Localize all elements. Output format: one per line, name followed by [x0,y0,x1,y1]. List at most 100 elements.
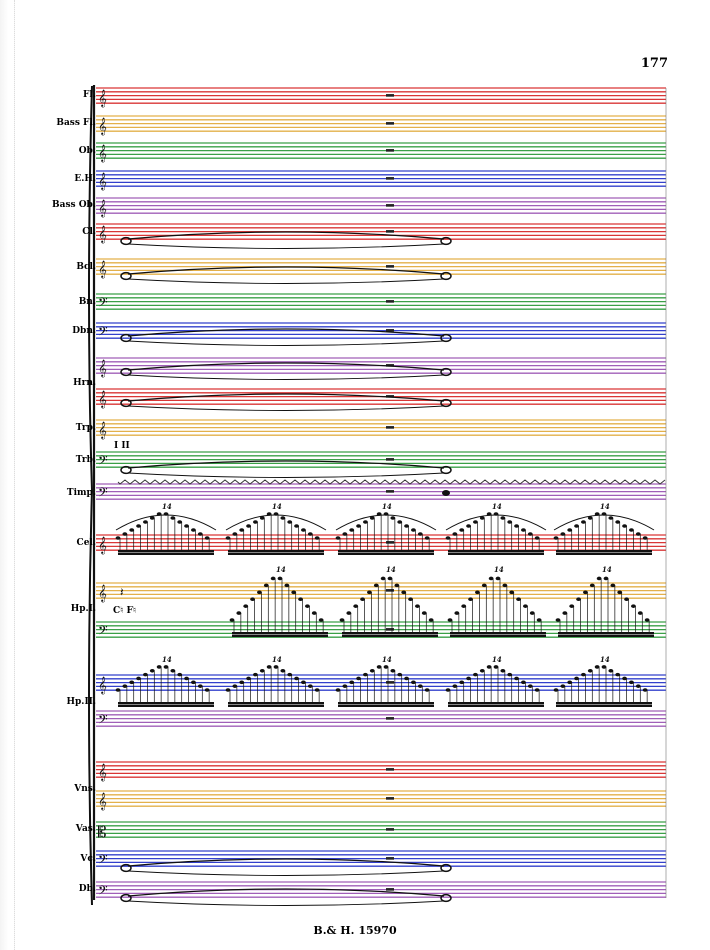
clef-double-bassoon: 𝄢 [98,324,108,342]
harp-1-arpeggio [229,618,235,622]
clef-harp-2-lower: 𝄢 [98,712,108,730]
harp-2-arpeggio [335,688,341,692]
arpeggio-slur [445,514,547,531]
tie-slur [127,231,445,240]
clef-cellos: 𝄢 [98,852,108,870]
tuplet-number: 14 [162,502,172,511]
held-note-end [440,398,452,408]
tie-slur [127,328,445,337]
tuplet-number: 14 [272,655,282,664]
celesta-arpeggio [115,536,121,540]
held-note-end [440,236,452,246]
harp-1-arpeggio [447,618,453,622]
label-timpani: Timp. [66,488,96,498]
tie-slur [127,460,445,469]
clef-bass-clarinet: 𝄞 [98,260,107,278]
held-note-start [120,398,132,408]
held-note-end [440,271,452,281]
held-note-start [120,367,132,377]
held-note-start [120,863,132,873]
held-note-end [440,465,452,475]
tie-slur [127,393,445,402]
held-note-end [440,863,452,873]
quarter-rest: 𝄽 [120,585,124,599]
timpani-trill [117,479,666,485]
held-note-start [120,465,132,475]
clef-violas: 𝄡 [98,823,106,841]
celesta-arpeggio [225,536,231,540]
held-note-start [120,893,132,903]
held-note-start [120,271,132,281]
clef-oboe: 𝄞 [98,144,107,162]
label-bass-oboe: Bass Ob. [52,200,96,210]
label-bass-flute: Bass Fl. [56,118,96,128]
clef-celesta: 𝄞 [98,536,107,554]
arpeggio-slur [225,514,327,531]
harp-1-arpeggio [555,618,561,622]
clef-horn-2: 𝄞 [98,390,107,408]
label-harp-2: Hp.II. [66,697,96,707]
tuplet-number: 14 [602,565,612,574]
held-note-end [440,333,452,343]
tie-slur [127,858,445,867]
tuplet-number: 14 [382,655,392,664]
tuplet-number: 14 [492,655,502,664]
clef-double-basses: 𝄢 [98,883,108,901]
harp-pedal-marking: C♮ F♮ [113,606,137,616]
tuplet-number: 14 [600,655,610,664]
label-bassoon: Bn. [78,297,96,307]
tuplet-number: 14 [162,655,172,664]
held-note-start [120,333,132,343]
trombone-divisi-marking: I II [114,441,130,451]
clef-violins-2: 𝄞 [98,792,107,810]
held-note-end [440,367,452,377]
label-double-basses: Db. [78,884,96,894]
harp-2-arpeggio [115,688,121,692]
publisher-footer: B.& H. 15970 [313,924,397,937]
tie-slur [127,888,445,897]
harp-2-arpeggio [445,688,451,692]
system-bracket [88,85,94,906]
label-trombone: Trb. [75,455,96,465]
celesta-arpeggio [335,536,341,540]
label-violins: Vns. [74,784,96,794]
clef-trumpet: 𝄞 [98,421,107,439]
label-bass-clarinet: Bcl. [76,262,96,272]
clef-timpani: 𝄢 [98,485,108,503]
clef-clarinet: 𝄞 [98,225,107,243]
held-note-end [440,893,452,903]
clef-violins-1: 𝄞 [98,763,107,781]
label-flute: Fl. [83,90,96,100]
tuplet-number: 14 [272,502,282,511]
arpeggio-slur [115,514,217,531]
label-english-horn: E.H. [74,174,96,184]
tuplet-number: 14 [600,502,610,511]
clef-flute: 𝄞 [98,89,107,107]
clef-bassoon: 𝄢 [98,295,108,313]
label-trumpet: Trp. [75,423,96,433]
tuplet-number: 14 [492,502,502,511]
tie-slur [127,266,445,275]
celesta-arpeggio [553,536,559,540]
harp-1-arpeggio [339,618,345,622]
label-violas: Vas. [75,824,96,834]
label-celesta: Cel. [76,538,96,548]
clef-trombone: 𝄢 [98,453,108,471]
celesta-arpeggio [445,536,451,540]
label-harp-1: Hp.I. [70,604,96,614]
clef-harp-1-lower: 𝄢 [98,623,108,641]
clef-bass-oboe: 𝄞 [98,199,107,217]
clef-harp-2-upper: 𝄞 [98,676,107,694]
label-horn: Hrn. [73,378,96,388]
harp-2-arpeggio [225,688,231,692]
harp-2-arpeggio [553,688,559,692]
timpani-note [442,490,450,496]
tie-slur [127,362,445,371]
label-clarinet: Cl. [82,227,96,237]
clef-harp-1-upper: 𝄞 [98,584,107,602]
clef-horn-1: 𝄞 [98,359,107,377]
label-oboe: Ob. [78,146,96,156]
label-double-bassoon: Dbn. [72,326,96,336]
tuplet-number: 14 [276,565,286,574]
